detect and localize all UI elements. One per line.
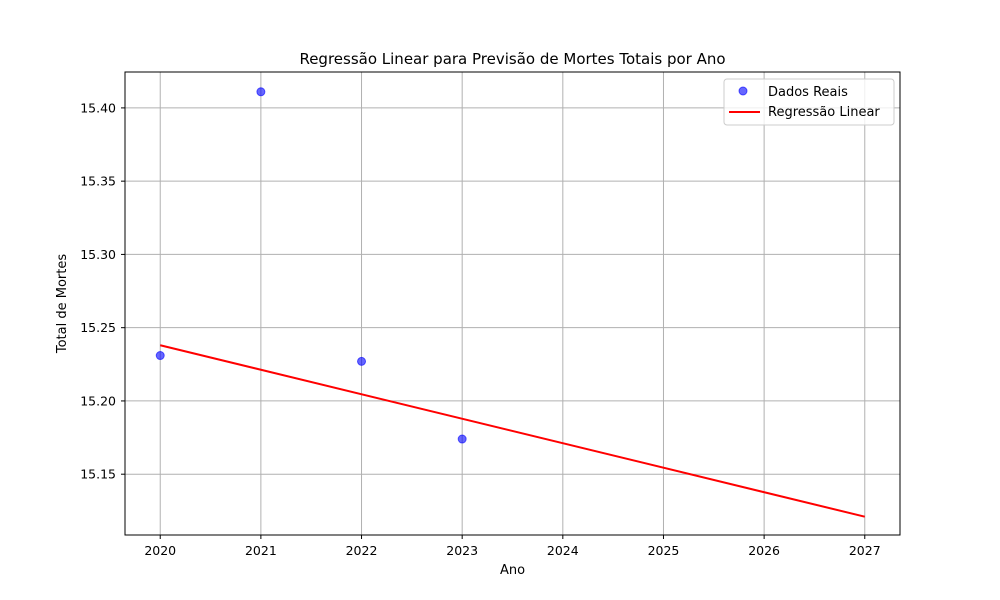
- chart-title: Regressão Linear para Previsão de Mortes…: [299, 50, 725, 68]
- data-point: [256, 87, 266, 97]
- x-tick-label: 2020: [144, 543, 176, 558]
- grid: [125, 72, 900, 535]
- x-tick-label: 2021: [245, 543, 277, 558]
- y-tick-label: 15.35: [80, 174, 116, 189]
- x-axis-label: Ano: [500, 563, 525, 578]
- plot-data: [155, 87, 866, 518]
- y-tick-label: 15.30: [80, 247, 116, 262]
- regression-line: [159, 344, 866, 518]
- legend-marker-dados-reais: [738, 86, 748, 96]
- legend-label-regressao-linear: Regressão Linear: [768, 105, 880, 120]
- legend: Dados Reais Regressão Linear: [723, 78, 895, 126]
- y-tick-label: 15.20: [80, 393, 116, 408]
- x-tick-label: 2022: [346, 543, 378, 558]
- x-tick-label: 2026: [748, 543, 780, 558]
- y-axis-label: Total de Mortes: [55, 254, 70, 354]
- data-point: [155, 351, 165, 361]
- y-tick-label: 15.25: [80, 320, 116, 335]
- legend-label-dados-reais: Dados Reais: [768, 85, 848, 100]
- data-point: [457, 434, 467, 444]
- x-tick-label: 2024: [547, 543, 579, 558]
- axis-ticks: 2020 2021 2022 2023 2024 2025 2026 2027 15.15 15.…: [80, 100, 880, 558]
- legend-box: [723, 78, 895, 126]
- x-tick-label: 2025: [648, 543, 680, 558]
- y-tick-label: 15.15: [80, 467, 116, 482]
- plot-frame: [124, 71, 901, 536]
- x-tick-label: 2023: [446, 543, 478, 558]
- y-tick-label: 15.40: [80, 100, 116, 115]
- data-point: [357, 356, 367, 366]
- x-tick-label: 2027: [849, 543, 881, 558]
